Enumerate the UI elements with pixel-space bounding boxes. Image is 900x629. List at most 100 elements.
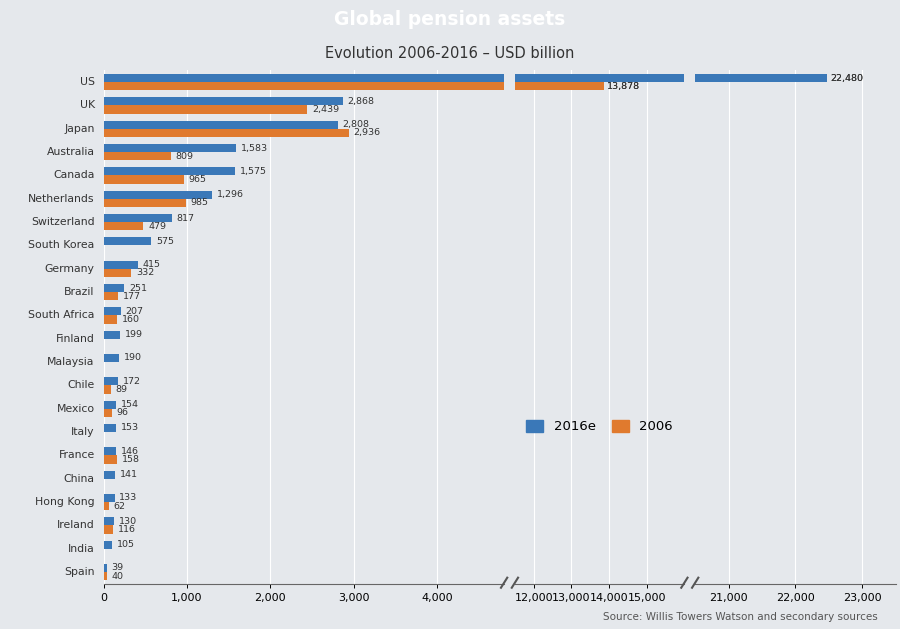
Bar — [104, 97, 343, 106]
Text: 160: 160 — [122, 315, 140, 324]
Bar — [82, 214, 112, 222]
Text: Mexico: Mexico — [57, 404, 94, 414]
Bar — [104, 307, 121, 315]
Text: India: India — [68, 543, 94, 554]
Text: 207: 207 — [126, 307, 144, 316]
Bar — [104, 74, 900, 82]
Bar — [104, 106, 307, 114]
Text: 479: 479 — [148, 221, 166, 231]
Bar — [104, 284, 124, 292]
Text: 22,480: 22,480 — [830, 74, 863, 82]
Text: 154: 154 — [122, 400, 140, 409]
Text: Netherlands: Netherlands — [28, 194, 94, 204]
Bar — [104, 424, 116, 432]
Text: 62: 62 — [113, 502, 125, 511]
Bar — [82, 564, 83, 572]
Text: 13,878: 13,878 — [607, 82, 640, 91]
Bar — [82, 82, 605, 91]
Text: 809: 809 — [176, 152, 194, 160]
Text: Malaysia: Malaysia — [48, 357, 94, 367]
Bar — [82, 199, 119, 207]
Bar — [82, 517, 86, 525]
Text: 96: 96 — [116, 408, 129, 417]
Bar — [82, 307, 90, 315]
Text: 158: 158 — [122, 455, 140, 464]
Text: Source: Willis Towers Watson and secondary sources: Source: Willis Towers Watson and seconda… — [603, 612, 878, 622]
Bar — [104, 129, 348, 137]
Bar — [104, 269, 131, 277]
Text: Ireland: Ireland — [57, 520, 94, 530]
Bar — [82, 502, 84, 510]
Text: 817: 817 — [176, 213, 194, 223]
Bar — [82, 470, 87, 479]
Text: Australia: Australia — [47, 147, 94, 157]
Bar — [104, 292, 118, 300]
Bar — [104, 525, 113, 533]
Text: Chile: Chile — [68, 381, 94, 391]
Bar — [104, 564, 107, 572]
Bar — [104, 121, 338, 129]
Bar — [82, 175, 118, 184]
Text: 1,296: 1,296 — [217, 190, 244, 199]
Bar — [104, 167, 235, 175]
Text: Italy: Italy — [71, 427, 94, 437]
Text: 116: 116 — [118, 525, 136, 534]
Bar — [82, 455, 87, 464]
Text: Evolution 2006-2016 – USD billion: Evolution 2006-2016 – USD billion — [325, 46, 575, 60]
Bar — [104, 82, 900, 91]
Text: 13,878: 13,878 — [607, 82, 640, 91]
Bar — [82, 525, 86, 533]
Text: 130: 130 — [119, 517, 138, 526]
Bar — [104, 331, 120, 339]
Text: 39: 39 — [112, 564, 123, 572]
Text: Canada: Canada — [53, 170, 94, 181]
Bar — [104, 144, 236, 152]
Bar — [104, 572, 107, 580]
Bar — [82, 284, 91, 292]
Legend: 2016e, 2006: 2016e, 2006 — [526, 420, 673, 433]
Bar — [82, 129, 193, 137]
Text: Finland: Finland — [56, 334, 94, 343]
Bar — [82, 315, 88, 323]
Bar — [82, 409, 86, 417]
Text: South Korea: South Korea — [29, 240, 94, 250]
Bar — [104, 354, 120, 362]
Bar — [82, 424, 87, 432]
Bar — [82, 447, 87, 455]
Text: 40: 40 — [112, 572, 123, 581]
Text: 2,808: 2,808 — [343, 120, 370, 129]
Text: 2,439: 2,439 — [312, 105, 339, 114]
Bar — [82, 167, 141, 175]
Bar — [82, 260, 97, 269]
Text: China: China — [64, 474, 94, 484]
Bar — [82, 191, 130, 199]
Text: 105: 105 — [117, 540, 135, 549]
Text: France: France — [58, 450, 94, 460]
Bar — [104, 237, 151, 245]
Bar — [82, 106, 174, 114]
Bar — [82, 152, 112, 160]
Bar — [104, 502, 109, 510]
Text: 575: 575 — [157, 237, 175, 246]
Text: Global pension assets: Global pension assets — [335, 10, 565, 29]
Bar — [82, 331, 89, 339]
Bar — [0, 74, 827, 82]
Bar — [104, 386, 111, 394]
Bar — [82, 74, 900, 82]
Bar — [82, 386, 86, 394]
Text: 1,583: 1,583 — [240, 143, 267, 152]
Bar — [104, 470, 115, 479]
Bar — [104, 409, 112, 417]
Bar — [82, 292, 88, 300]
Bar — [104, 152, 171, 160]
Bar — [104, 517, 114, 525]
Text: Spain: Spain — [64, 567, 94, 577]
Bar — [104, 447, 116, 455]
Bar — [82, 572, 84, 580]
Text: Hong Kong: Hong Kong — [35, 497, 94, 507]
Bar — [82, 377, 88, 386]
Bar — [104, 175, 184, 184]
Text: 146: 146 — [121, 447, 139, 456]
Text: 251: 251 — [130, 284, 148, 292]
Bar — [0, 82, 253, 91]
